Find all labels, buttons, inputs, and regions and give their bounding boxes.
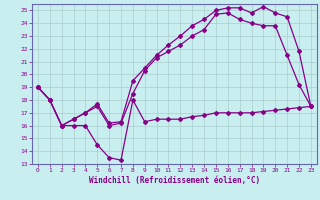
X-axis label: Windchill (Refroidissement éolien,°C): Windchill (Refroidissement éolien,°C) — [89, 176, 260, 185]
